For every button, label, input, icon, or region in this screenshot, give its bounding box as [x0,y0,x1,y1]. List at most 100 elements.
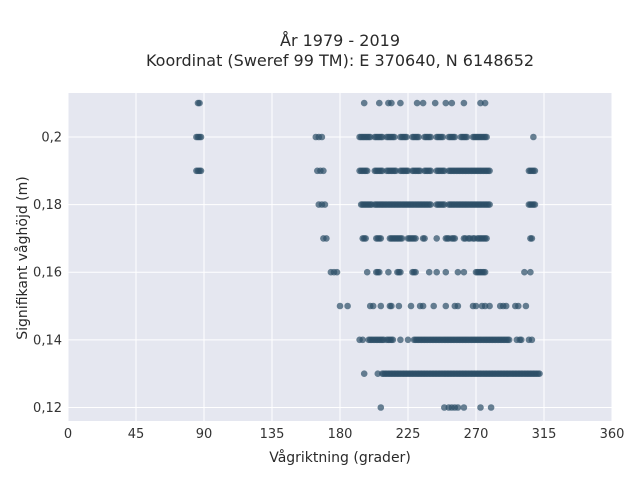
data-point [433,268,441,276]
x-tick-label: 225 [396,427,421,442]
data-point [333,268,341,276]
data-point [360,99,368,107]
data-point [318,133,326,141]
data-point [454,268,462,276]
data-point [460,99,468,107]
data-point [197,133,205,141]
data-point [359,336,367,344]
data-point [197,167,205,175]
data-point [323,235,330,242]
data-point [403,133,410,141]
data-point [481,268,489,276]
data-point [412,235,419,242]
data-point [463,133,471,141]
x-axis-label: Vågriktning (grader) [269,449,411,466]
data-point [377,404,385,411]
data-point [460,268,468,276]
data-point [363,167,371,175]
data-point [320,167,327,175]
y-axis-label: Signifikant våghöjd (m) [14,176,31,339]
data-point [336,302,344,310]
data-point [483,133,490,141]
data-point [398,235,406,242]
data-point [454,302,462,310]
data-point [448,99,456,107]
data-point [502,302,510,310]
data-point [522,302,530,310]
x-tick-label: 45 [128,427,145,442]
data-points [193,99,543,411]
x-tick-label: 0 [64,427,72,442]
y-tick-label: 0,12 [33,401,62,416]
data-point [362,235,370,242]
data-point [360,370,368,378]
data-point [536,370,543,378]
data-point [442,302,450,310]
chart-title: År 1979 - 2019 [280,31,400,50]
data-point [376,99,383,107]
data-point [385,268,392,276]
data-point [366,133,374,141]
data-point [344,302,351,310]
data-point [389,336,397,344]
y-tick-label: 0,18 [33,198,62,213]
x-tick-label: 135 [260,427,285,442]
data-point [419,99,427,107]
data-point [321,201,329,208]
data-point [413,99,421,107]
data-point [415,133,422,141]
data-point [412,268,419,276]
data-point [530,133,537,141]
data-point [505,336,513,344]
data-point [376,268,383,276]
data-point [388,99,395,107]
data-point [481,99,489,107]
data-point [531,167,539,175]
y-tick-label: 0,16 [33,266,62,281]
data-point [427,201,435,208]
data-point [433,235,441,242]
data-point [363,268,371,276]
data-point [427,167,435,175]
data-point [487,404,495,411]
data-point [442,99,450,107]
data-point [431,99,439,107]
data-point [451,133,459,141]
data-point [531,201,539,208]
data-point [397,99,404,107]
data-point [391,133,398,141]
data-point [369,302,377,310]
data-point [477,99,484,107]
data-point [528,336,536,344]
data-point [442,268,450,276]
y-tick-label: 0,2 [41,130,62,145]
data-point [419,302,427,310]
data-point [377,235,385,242]
data-point [427,133,435,141]
data-point [486,302,493,310]
data-point [483,235,490,242]
data-point [451,235,459,242]
data-point [407,302,415,310]
data-point [527,268,534,276]
x-tick-label: 360 [600,427,625,442]
data-point [388,302,395,310]
y-axis-ticks: 0,12 0,14 0,16 0,18 0,2 [33,130,62,416]
data-point [397,268,404,276]
data-point [521,268,528,276]
data-point [397,336,404,344]
data-point [439,133,447,141]
y-tick-label: 0,14 [33,333,62,348]
data-point [515,302,522,310]
data-point [377,302,385,310]
data-point [196,99,203,107]
data-point [528,235,536,242]
data-point [425,268,433,276]
data-point [486,167,493,175]
data-point [460,404,468,411]
x-tick-label: 180 [328,427,353,442]
x-tick-label: 270 [464,427,489,442]
data-point [486,201,493,208]
